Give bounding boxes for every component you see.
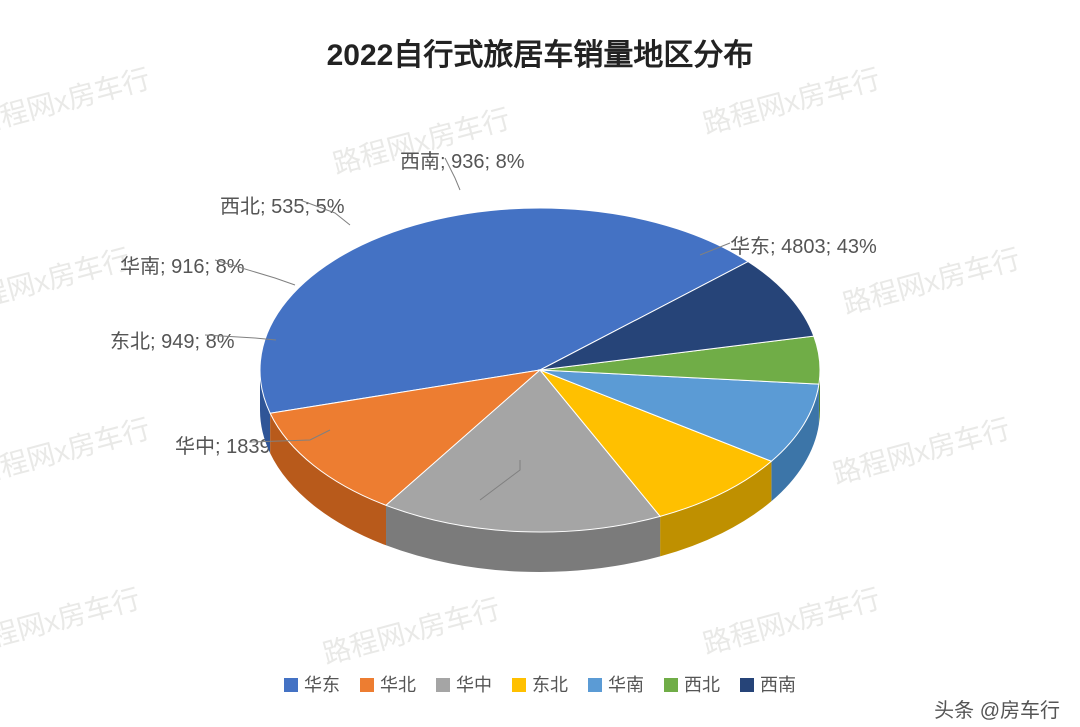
legend-item: 西南 [740, 671, 796, 697]
legend-label: 西南 [760, 675, 796, 695]
leader-line [445, 158, 460, 190]
legend-swatch [360, 678, 374, 692]
pie-chart [0, 120, 1080, 620]
legend-label: 东北 [532, 675, 568, 695]
legend-item: 华北 [360, 671, 416, 697]
legend-item: 西北 [664, 671, 720, 697]
legend-swatch [436, 678, 450, 692]
legend-label: 华南 [608, 675, 644, 695]
legend-swatch [284, 678, 298, 692]
attribution-prefix: 头条 [934, 700, 974, 722]
legend-swatch [740, 678, 754, 692]
legend-item: 华东 [284, 671, 340, 697]
legend-item: 华南 [588, 671, 644, 697]
legend-swatch [512, 678, 526, 692]
attribution: 头条 @房车行 [934, 694, 1060, 723]
legend: 华东 华北 华中 东北 华南 西北 西南 [0, 671, 1080, 697]
leader-line [300, 200, 350, 225]
attribution-handle: @房车行 [980, 700, 1060, 722]
chart-title: 2022自行式旅居车销量地区分布 [0, 30, 1080, 74]
legend-swatch [664, 678, 678, 692]
legend-label: 西北 [684, 675, 720, 695]
legend-label: 华北 [380, 675, 416, 695]
legend-label: 华东 [304, 675, 340, 695]
legend-label: 华中 [456, 675, 492, 695]
legend-item: 华中 [436, 671, 492, 697]
leader-line [215, 260, 295, 285]
legend-item: 东北 [512, 671, 568, 697]
legend-swatch [588, 678, 602, 692]
